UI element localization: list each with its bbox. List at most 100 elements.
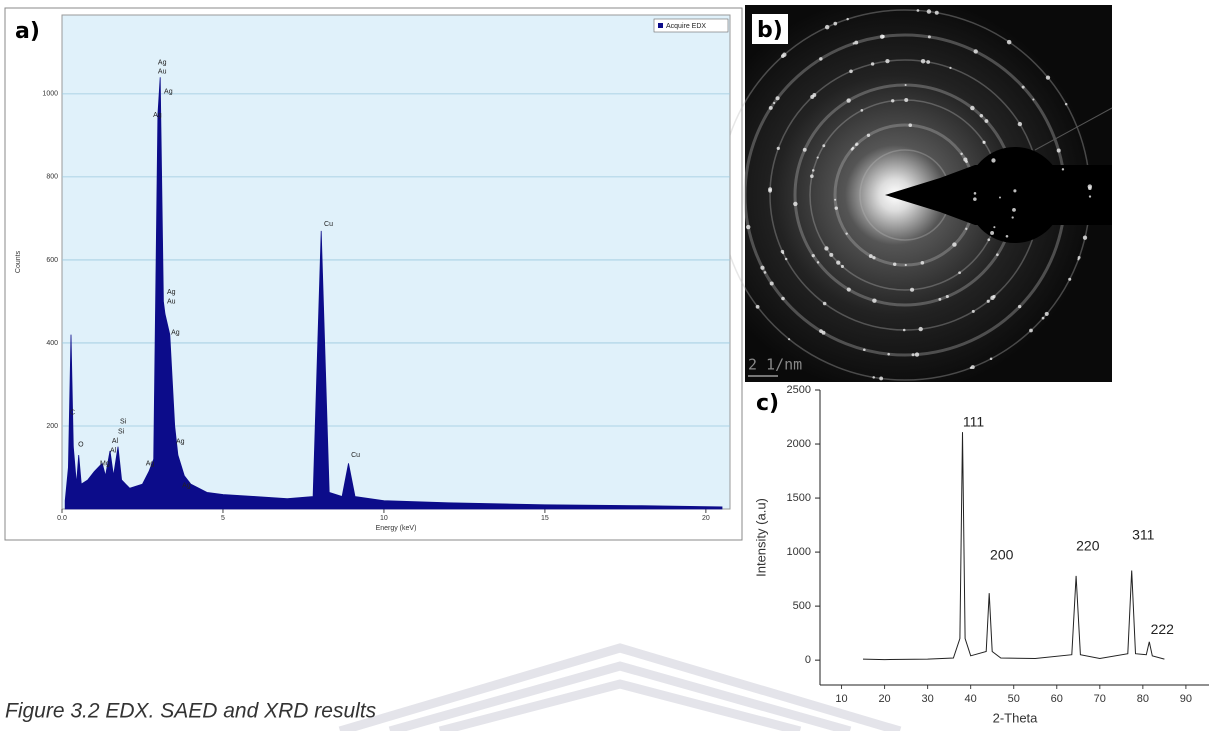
diffraction-spot	[902, 328, 906, 332]
diffraction-spot	[834, 198, 837, 201]
peak-label: Ag	[153, 112, 162, 119]
diffraction-spot	[904, 98, 909, 102]
legend-label: Acquire EDX	[666, 23, 706, 30]
peak-label: Ag	[164, 89, 173, 96]
diffraction-spot	[908, 123, 913, 127]
diffraction-spot	[1056, 148, 1061, 153]
diffraction-spot	[1017, 304, 1022, 309]
diffraction-spot	[829, 252, 834, 257]
diffraction-spot	[755, 304, 760, 309]
x-tick-label: 40	[965, 693, 977, 705]
diffraction-spot	[949, 66, 952, 70]
diffraction-spot	[849, 69, 853, 74]
diffraction-spot	[926, 9, 932, 14]
diffraction-spot	[920, 58, 926, 64]
diffraction-spot	[819, 329, 823, 334]
diffraction-spot	[872, 256, 876, 260]
diffraction-spot	[1088, 186, 1092, 191]
peak-label: 311	[1132, 527, 1155, 543]
diffraction-spot	[911, 353, 915, 357]
diffraction-spot	[772, 101, 776, 105]
diffraction-spot	[850, 147, 854, 151]
y-axis-label: Intensity (a.u)	[753, 498, 768, 577]
diffraction-spot	[872, 298, 877, 303]
diffraction-spot	[971, 309, 975, 313]
diffraction-spot	[1077, 258, 1080, 261]
diffraction-spot	[1006, 39, 1012, 45]
diffraction-spot	[781, 296, 785, 301]
diffraction-spot	[1044, 311, 1049, 316]
diffraction-spot	[993, 226, 996, 229]
x-tick-label: 90	[1180, 693, 1192, 705]
diffraction-spot	[768, 105, 773, 110]
diffraction-spot	[885, 59, 890, 64]
diffraction-spot	[990, 231, 995, 235]
diffraction-spot	[1082, 235, 1088, 240]
diffraction-spot	[863, 348, 866, 352]
legend-swatch	[658, 23, 663, 28]
scale-bar-label: 2 1/nm	[748, 356, 802, 374]
diffraction-spot	[866, 133, 871, 137]
diffraction-spot	[892, 262, 897, 266]
x-axis-label: 2-Theta	[993, 710, 1039, 725]
diffraction-spot	[854, 40, 859, 45]
peak-label: 222	[1151, 621, 1175, 637]
diffraction-spot	[970, 365, 975, 370]
diffraction-spot	[1045, 75, 1051, 80]
diffraction-spot	[934, 10, 939, 15]
diffraction-spot	[1011, 216, 1014, 219]
diffraction-spot	[970, 105, 975, 111]
peak-label: Ag	[182, 483, 191, 490]
diffraction-spot	[811, 169, 815, 172]
label-box	[752, 14, 788, 44]
diffraction-spot	[824, 24, 830, 30]
saed-image: 2 1/nm	[719, 5, 1113, 382]
diffraction-spot	[979, 114, 984, 118]
peak-label: C	[70, 410, 75, 417]
x-axis-label: Energy (keV)	[376, 525, 417, 532]
peak-label: Si	[120, 419, 127, 426]
x-tick-label: 70	[1094, 693, 1106, 705]
caption: Figure 3.2 EDX. SAED and XRD results	[5, 700, 377, 723]
diffraction-spot	[989, 357, 993, 361]
diffraction-spot	[982, 140, 985, 143]
diffraction-spot	[963, 157, 968, 162]
diffraction-spot	[1041, 316, 1045, 320]
peak-label: Cu	[351, 452, 360, 459]
diffraction-spot	[996, 253, 999, 257]
diffraction-spot	[782, 52, 787, 57]
y-tick-label: 400	[46, 340, 58, 347]
diffraction-spot	[926, 60, 931, 64]
diffraction-spot	[746, 224, 751, 230]
diffraction-spot	[991, 158, 996, 163]
diffraction-spot	[1064, 102, 1068, 106]
diffraction-spot	[784, 257, 788, 261]
diffraction-spot	[1068, 277, 1072, 281]
diffraction-spot	[840, 264, 844, 269]
y-axis-label: Counts	[15, 250, 22, 273]
diffraction-spot	[833, 21, 838, 26]
y-tick-label: 2000	[787, 438, 811, 450]
peak-label: Au	[167, 298, 176, 305]
y-tick-label: 1500	[787, 492, 811, 504]
diffraction-spot	[920, 261, 925, 265]
diffraction-spot	[1032, 98, 1035, 101]
diffraction-spot	[998, 196, 1001, 199]
diffraction-spot	[816, 261, 820, 264]
spectrum-area	[64, 77, 723, 510]
diffraction-spot	[1021, 85, 1025, 89]
peak-label: 111	[963, 414, 984, 430]
watermark	[338, 643, 902, 736]
peak-label: 220	[1076, 537, 1100, 553]
diffraction-spot	[986, 299, 990, 303]
diffraction-spot	[1017, 121, 1023, 127]
peak-label: Si	[118, 429, 125, 436]
peak-label: Ag	[176, 439, 185, 446]
diffraction-spot	[960, 152, 963, 156]
peak-label: 200	[990, 547, 1014, 563]
y-tick-label: 500	[793, 600, 811, 612]
peak-label: Ag	[158, 60, 167, 67]
diffraction-spot	[918, 326, 923, 332]
pattern-line	[862, 432, 1165, 661]
